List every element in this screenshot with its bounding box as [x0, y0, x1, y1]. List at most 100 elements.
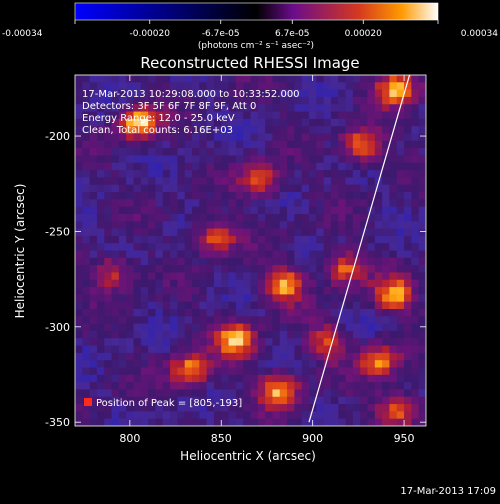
heatmap-cell: [104, 374, 112, 383]
heatmap-cell: [338, 352, 346, 361]
heatmap-cell: [309, 352, 317, 361]
heatmap-cell: [133, 360, 142, 368]
heatmap-cell: [418, 411, 426, 420]
heatmap-cell: [287, 360, 295, 368]
heatmap-cell: [126, 111, 134, 120]
heatmap-cell: [75, 374, 83, 383]
heatmap-cell: [250, 192, 259, 200]
heatmap-cell: [330, 82, 339, 91]
heatmap-cell: [367, 338, 376, 346]
heatmap-cell: [228, 330, 237, 339]
heatmap-cell: [257, 235, 266, 244]
heatmap-cell: [309, 126, 317, 134]
heatmap-cell: [213, 213, 222, 222]
heatmap-cell: [82, 192, 91, 200]
heatmap-cell: [330, 287, 339, 295]
heatmap-cell: [111, 382, 120, 390]
heatmap-cell: [228, 89, 237, 98]
heatmap-cell: [148, 177, 156, 186]
heatmap-cell: [418, 126, 426, 134]
heatmap-cell: [89, 330, 98, 339]
heatmap-cell: [243, 184, 251, 193]
heatmap-cell: [213, 192, 222, 200]
heatmap-cell: [133, 309, 142, 317]
heatmap-cell: [294, 323, 303, 332]
heatmap-cell: [140, 148, 149, 156]
heatmap-cell: [352, 89, 361, 98]
heatmap-cell: [279, 82, 288, 91]
heatmap-cell: [235, 96, 244, 105]
heatmap-cell: [323, 75, 332, 83]
heatmap-cell: [360, 345, 368, 354]
heatmap-cell: [389, 228, 398, 237]
heatmap-cell: [404, 323, 412, 332]
heatmap-cell: [250, 177, 259, 186]
heatmap-cell: [294, 287, 303, 295]
heatmap-cell: [360, 367, 368, 376]
heatmap-cell: [96, 133, 105, 142]
heatmap-cell: [396, 250, 405, 259]
heatmap-cell: [235, 279, 244, 288]
heatmap-cell: [162, 111, 171, 120]
heatmap-cell: [104, 184, 112, 193]
heatmap-cell: [126, 89, 134, 98]
heatmap-cell: [126, 235, 134, 244]
heatmap-cell: [367, 199, 376, 208]
heatmap-cell: [243, 126, 251, 134]
heatmap-cell: [374, 133, 383, 142]
heatmap-cell: [396, 235, 405, 244]
heatmap-cell: [367, 213, 376, 222]
heatmap-cell: [221, 279, 229, 288]
heatmap-cell: [192, 140, 200, 149]
heatmap-cell: [75, 338, 83, 346]
heatmap-cell: [170, 75, 178, 83]
heatmap-cell: [82, 148, 91, 156]
heatmap-cell: [389, 294, 398, 303]
heatmap-cell: [206, 257, 215, 266]
heatmap-cell: [177, 126, 186, 134]
heatmap-cell: [148, 235, 156, 244]
heatmap-cell: [140, 272, 149, 281]
heatmap-cell: [243, 257, 251, 266]
heatmap-cell: [104, 213, 112, 222]
heatmap-cell: [257, 133, 266, 142]
heatmap-cell: [118, 206, 127, 215]
heatmap-cell: [294, 316, 303, 325]
heatmap-cell: [367, 228, 376, 237]
heatmap-cell: [96, 396, 105, 405]
heatmap-cell: [265, 382, 273, 390]
heatmap-cell: [287, 294, 295, 303]
heatmap-cell: [396, 396, 405, 405]
heatmap-cell: [294, 228, 303, 237]
heatmap-cell: [411, 162, 420, 171]
heatmap-cell: [338, 287, 346, 295]
heatmap-cell: [345, 184, 354, 193]
heatmap-cell: [323, 330, 332, 339]
heatmap-cell: [418, 140, 426, 149]
heatmap-cell: [213, 323, 222, 332]
heatmap-cell: [404, 338, 412, 346]
heatmap-cell: [257, 389, 266, 398]
heatmap-cell: [228, 294, 237, 303]
heatmap-cell: [162, 89, 171, 98]
heatmap-cell: [294, 360, 303, 368]
heatmap-cell: [162, 316, 171, 325]
heatmap-cell: [192, 96, 200, 105]
heatmap-cell: [184, 309, 193, 317]
heatmap-cell: [279, 221, 288, 229]
heatmap-cell: [228, 104, 237, 112]
heatmap-cell: [104, 162, 112, 171]
heatmap-cell: [330, 104, 339, 112]
heatmap-cell: [279, 367, 288, 376]
heatmap-cell: [184, 330, 193, 339]
chart-title: Reconstructed RHESSI Image: [140, 54, 359, 72]
heatmap-cell: [316, 360, 325, 368]
heatmap-cell: [170, 411, 178, 420]
heatmap-cell: [279, 96, 288, 105]
heatmap-cell: [382, 330, 390, 339]
heatmap-cell: [279, 360, 288, 368]
heatmap-cell: [82, 345, 91, 354]
heatmap-cell: [330, 243, 339, 251]
heatmap-cell: [316, 82, 325, 91]
heatmap-cell: [199, 294, 208, 303]
